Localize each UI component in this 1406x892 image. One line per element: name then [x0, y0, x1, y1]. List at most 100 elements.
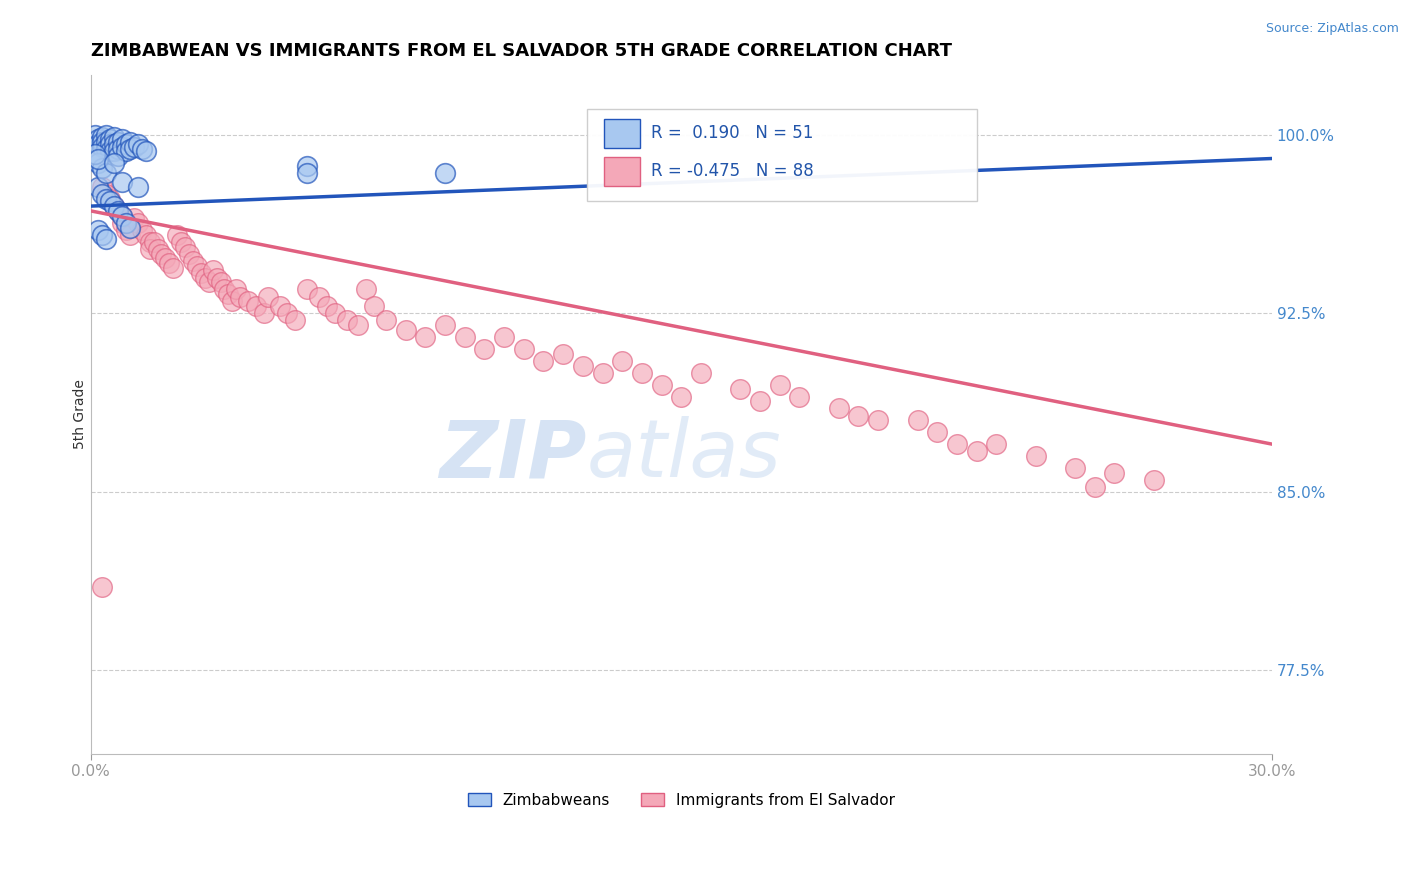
Point [256, 289, 278, 303]
Point [155, 252, 177, 266]
Point [83, 146, 105, 161]
Point [181, 253, 204, 268]
Point [572, 359, 595, 373]
Point [83, 128, 105, 142]
Point [118, 220, 141, 235]
Point [295, 159, 318, 173]
Point [103, 137, 125, 152]
Point [295, 166, 318, 180]
Point [87, 180, 110, 194]
Point [245, 299, 267, 313]
Point [295, 282, 318, 296]
Point [96, 192, 118, 206]
Point [98, 194, 121, 209]
Point [96, 135, 118, 149]
Point [103, 130, 125, 145]
Point [96, 187, 118, 202]
Point [107, 203, 129, 218]
Point [107, 142, 129, 156]
Point [138, 242, 160, 256]
Point [118, 142, 141, 156]
Point [150, 246, 173, 260]
Point [131, 223, 153, 237]
Point [157, 256, 180, 270]
Point [1104, 466, 1126, 480]
Point [115, 216, 138, 230]
Point [127, 137, 149, 152]
Point [98, 132, 121, 146]
Point [671, 390, 693, 404]
Point [221, 294, 243, 309]
Text: ZIP: ZIP [440, 416, 586, 494]
Point [111, 132, 134, 146]
Point [87, 152, 110, 166]
Point [1143, 473, 1166, 487]
Point [190, 266, 212, 280]
Point [107, 135, 129, 149]
Point [347, 318, 370, 332]
Point [115, 137, 138, 152]
Point [690, 366, 713, 380]
Point [474, 342, 496, 356]
Point [135, 145, 157, 159]
Point [174, 239, 197, 253]
Point [363, 299, 385, 313]
Point [186, 259, 208, 273]
Point [91, 180, 114, 194]
Point [146, 242, 169, 256]
Point [494, 330, 516, 344]
Point [135, 227, 157, 242]
Point [103, 199, 125, 213]
Point [91, 139, 114, 153]
Point [103, 199, 125, 213]
Point [868, 413, 890, 427]
Point [122, 139, 145, 153]
Point [236, 294, 259, 309]
Point [127, 216, 149, 230]
Point [118, 227, 141, 242]
Point [454, 330, 477, 344]
Point [103, 156, 125, 170]
Point [91, 227, 114, 242]
Text: R =  0.190   N = 51: R = 0.190 N = 51 [651, 124, 813, 142]
Point [111, 175, 134, 189]
Point [631, 366, 654, 380]
Point [966, 444, 988, 458]
Point [170, 235, 193, 249]
Y-axis label: 5th Grade: 5th Grade [73, 379, 87, 450]
Point [217, 287, 239, 301]
Point [91, 187, 114, 202]
Point [374, 313, 396, 327]
Point [533, 353, 555, 368]
Point [828, 401, 851, 416]
Point [276, 306, 298, 320]
Point [323, 306, 346, 320]
Legend: Zimbabweans, Immigrants from El Salvador: Zimbabweans, Immigrants from El Salvador [461, 787, 901, 814]
Point [162, 260, 184, 275]
Point [122, 211, 145, 225]
Point [1064, 461, 1087, 475]
Point [98, 137, 121, 152]
Point [107, 203, 129, 218]
Point [284, 313, 307, 327]
Point [986, 437, 1008, 451]
Point [553, 346, 575, 360]
Point [166, 227, 188, 242]
Point [413, 330, 436, 344]
Point [96, 128, 118, 142]
Text: atlas: atlas [586, 416, 782, 494]
Point [87, 132, 110, 146]
Point [197, 275, 219, 289]
Point [87, 223, 110, 237]
Bar [605, 120, 640, 148]
Point [142, 235, 165, 249]
Point [115, 223, 138, 237]
FancyBboxPatch shape [586, 109, 977, 201]
Point [907, 413, 929, 427]
Point [513, 342, 536, 356]
Point [111, 216, 134, 230]
Point [848, 409, 870, 423]
Point [87, 156, 110, 170]
Point [789, 390, 811, 404]
Point [96, 232, 118, 246]
